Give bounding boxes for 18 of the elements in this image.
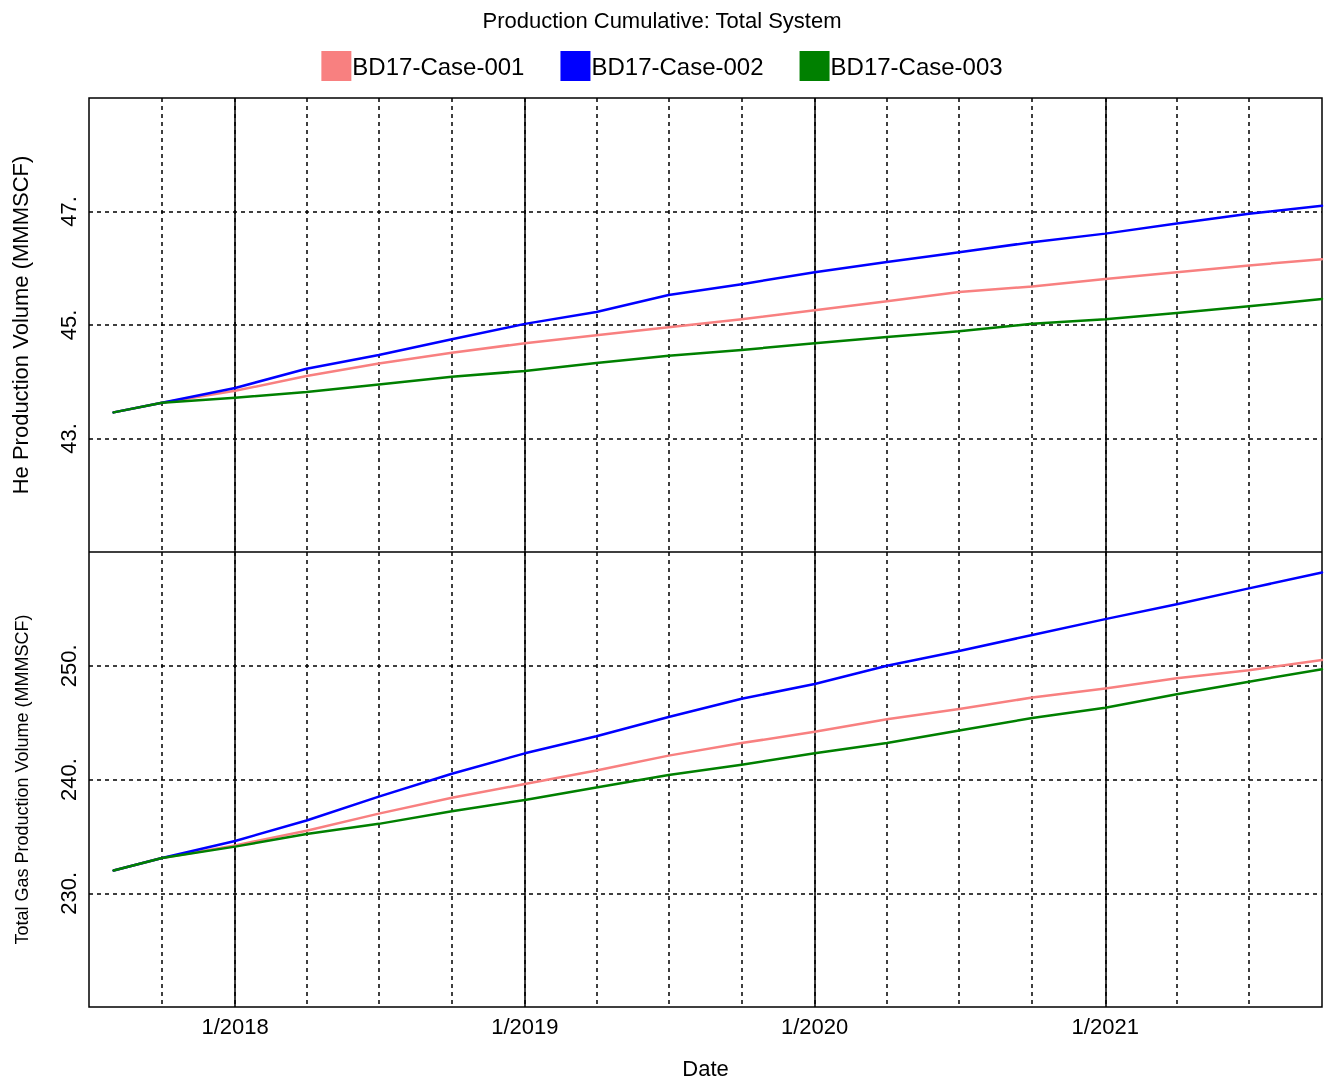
x-tick-label: 1/2021 xyxy=(1071,1013,1139,1039)
legend-label: BD17-Case-002 xyxy=(591,52,764,80)
y-tick-label: 43. xyxy=(55,423,81,454)
x-tick-label: 1/2019 xyxy=(491,1013,559,1039)
y-tick-label: 230. xyxy=(55,871,81,915)
y-tick-label: 47. xyxy=(55,196,81,227)
y-axis-title: Total Gas Production Volume (MMMSCF) xyxy=(12,614,32,945)
y-axis-title: He Production Volume (MMMSCF) xyxy=(7,155,33,495)
legend-label: BD17-Case-001 xyxy=(352,52,525,80)
chart-title: Production Cumulative: Total System xyxy=(482,7,842,33)
x-tick-label: 1/2020 xyxy=(781,1013,849,1039)
y-tick-label: 240. xyxy=(55,758,81,801)
x-axis-title: Date xyxy=(682,1055,729,1081)
line-series xyxy=(112,297,1324,414)
y-tick-label: 250. xyxy=(55,644,81,688)
y-tick-label: 45. xyxy=(55,309,81,341)
x-tick-label: 1/2018 xyxy=(201,1013,269,1039)
legend-label: BD17-Case-003 xyxy=(830,52,1003,80)
